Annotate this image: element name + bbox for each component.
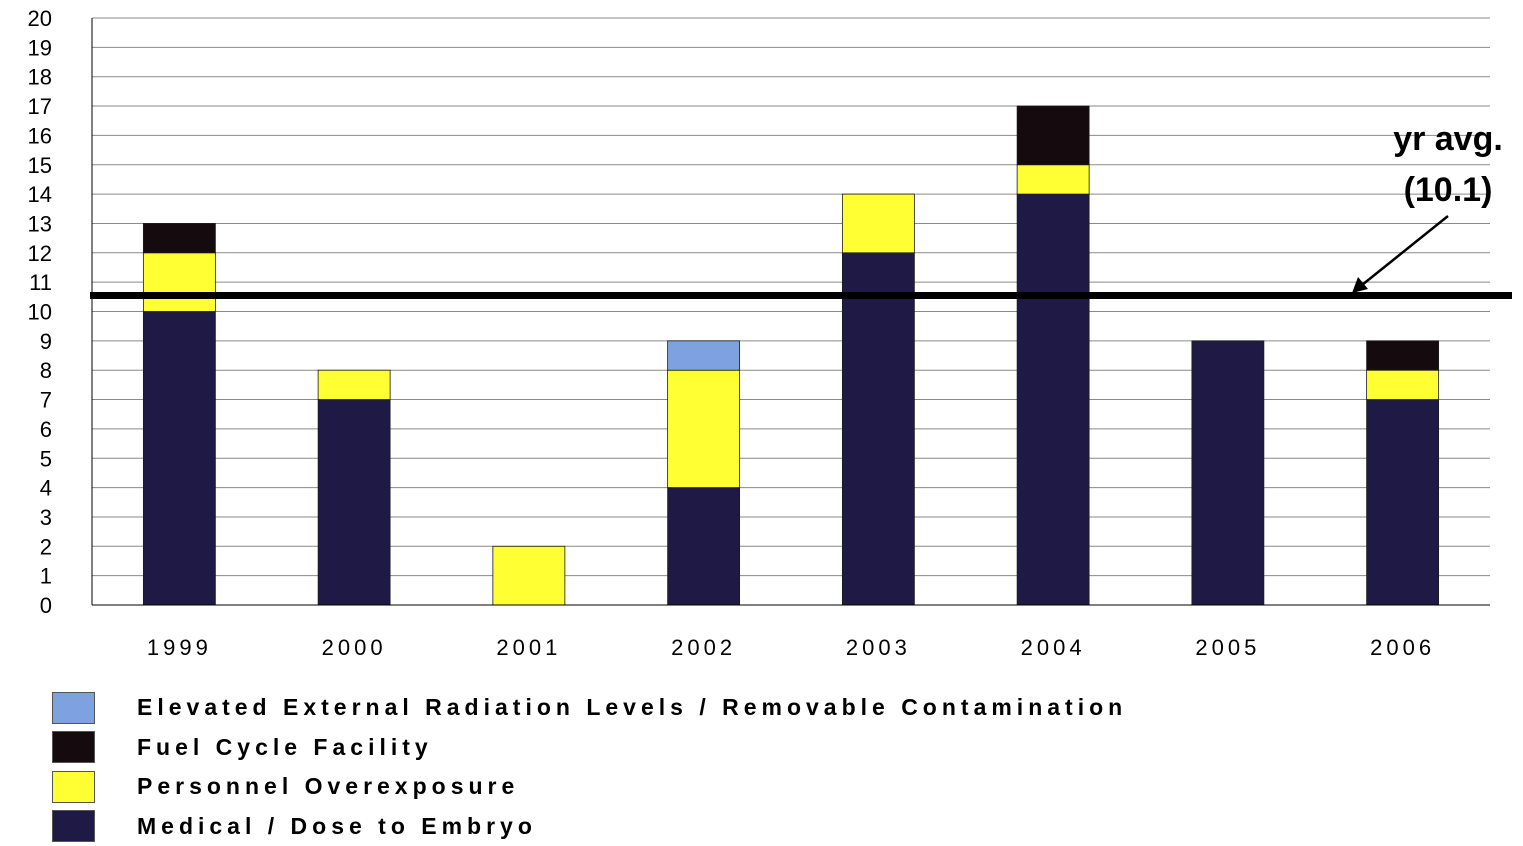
- y-tick-label: 20: [28, 6, 52, 31]
- legend-label: Fuel Cycle Facility: [137, 734, 433, 761]
- y-tick-label: 16: [28, 123, 52, 148]
- bar-segment: [143, 312, 215, 606]
- legend-label: Medical / Dose to Embryo: [137, 813, 537, 840]
- y-tick-label: 17: [28, 94, 52, 119]
- y-tick-label: 12: [28, 241, 52, 266]
- average-arrow: [1362, 216, 1448, 285]
- bar-segment: [318, 370, 390, 399]
- y-tick-label: 2: [40, 534, 52, 559]
- bar-segment: [1367, 400, 1439, 605]
- x-tick-labels: 1999 2000 2001 2002 2003 2004 2005 2006: [147, 635, 1435, 660]
- y-tick-label: 8: [40, 358, 52, 383]
- x-tick-label: 2003: [846, 635, 911, 660]
- legend-label: Elevated External Radiation Levels / Rem…: [137, 694, 1127, 721]
- y-tick-label: 15: [28, 153, 52, 178]
- legend-item: Personnel Overexposure: [52, 767, 1127, 807]
- bar-segment: [143, 253, 215, 312]
- legend-label: Personnel Overexposure: [137, 773, 519, 800]
- average-label-line2: (10.1): [1404, 171, 1493, 209]
- bar-segment: [668, 341, 740, 370]
- y-tick-label: 13: [28, 211, 52, 236]
- x-tick-label: 2002: [671, 635, 736, 660]
- legend-swatch: [52, 692, 95, 724]
- x-tick-label: 1999: [147, 635, 212, 660]
- legend-item: Medical / Dose to Embryo: [52, 807, 1127, 846]
- y-tick-label: 4: [40, 476, 52, 501]
- legend-item: Elevated External Radiation Levels / Rem…: [52, 688, 1127, 728]
- y-tick-label: 6: [40, 417, 52, 442]
- average-label-line1: yr avg.: [1393, 120, 1503, 158]
- bar-segment: [318, 400, 390, 605]
- x-tick-label: 2004: [1021, 635, 1086, 660]
- x-tick-label: 2005: [1195, 635, 1260, 660]
- y-tick-label: 14: [28, 182, 52, 207]
- bar-segment: [668, 488, 740, 605]
- x-tick-label: 2006: [1370, 635, 1435, 660]
- bar-segment: [1017, 106, 1089, 165]
- y-tick-label: 0: [40, 593, 52, 618]
- bar-segment: [143, 223, 215, 252]
- y-tick-label: 5: [40, 446, 52, 471]
- legend-swatch: [52, 810, 95, 842]
- y-tick-label: 9: [40, 329, 52, 354]
- y-tick-label: 1: [40, 564, 52, 589]
- bar-segment: [1017, 165, 1089, 194]
- y-tick-label: 11: [29, 270, 52, 295]
- legend-swatch: [52, 771, 95, 803]
- bars: [143, 106, 1438, 605]
- bar-segment: [1367, 341, 1439, 370]
- average-arrowhead: [1352, 277, 1368, 293]
- x-tick-label: 2001: [496, 635, 561, 660]
- y-tick-label: 7: [40, 388, 52, 413]
- bar-segment: [842, 253, 914, 605]
- x-tick-label: 2000: [322, 635, 387, 660]
- y-tick-label: 3: [40, 505, 52, 530]
- y-tick-label: 10: [28, 300, 52, 325]
- bar-segment: [493, 546, 565, 605]
- bar-segment: [668, 370, 740, 487]
- y-tick-label: 18: [28, 65, 52, 90]
- bar-segment: [1017, 194, 1089, 605]
- legend: Elevated External Radiation Levels / Rem…: [52, 688, 1127, 846]
- legend-swatch: [52, 731, 95, 763]
- gridlines: [92, 18, 1490, 605]
- y-tick-label: 19: [28, 35, 52, 60]
- bar-segment: [1367, 370, 1439, 399]
- bar-segment: [842, 194, 914, 253]
- bar-segment: [1192, 341, 1264, 605]
- legend-item: Fuel Cycle Facility: [52, 728, 1127, 768]
